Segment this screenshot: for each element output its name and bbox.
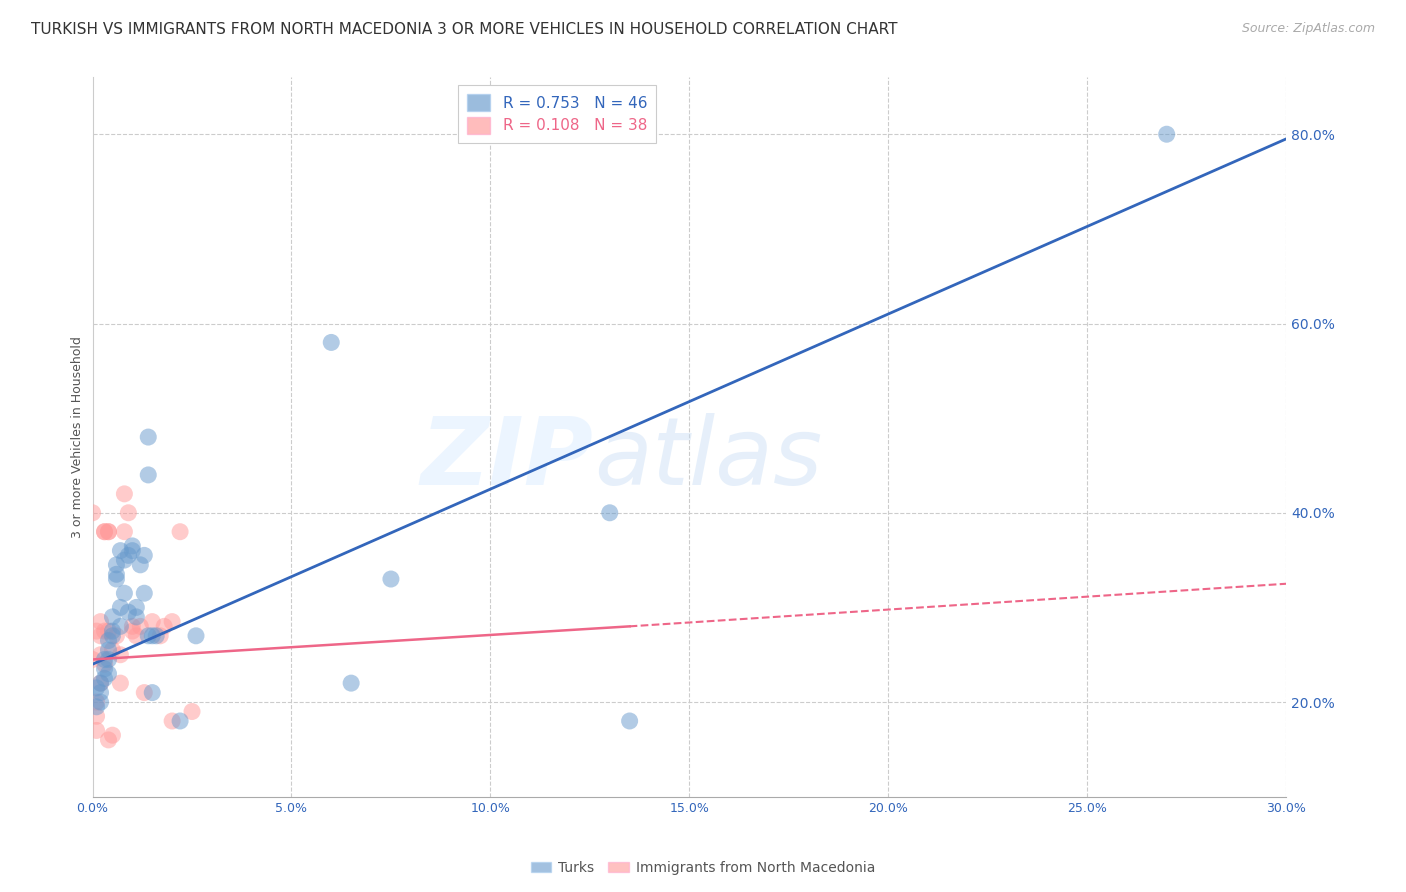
Point [169,714,191,728]
Point [90,676,112,690]
Point [121,619,143,633]
Point [90,695,112,709]
Point [93,524,115,539]
Point [121,539,143,553]
Point [112,487,135,501]
Point [90,685,112,699]
Point [97,643,120,657]
Point [112,524,135,539]
Point [110,619,132,633]
Point [136,467,159,482]
Point [1156,127,1178,141]
Point [110,543,132,558]
Point [136,430,159,444]
Point [86,723,108,738]
Point [97,524,120,539]
Point [97,652,120,666]
Point [141,629,163,643]
Point [93,652,115,666]
Point [101,610,124,624]
Point [380,572,402,586]
Legend: Turks, Immigrants from North Macedonia: Turks, Immigrants from North Macedonia [524,855,882,880]
Point [129,619,152,633]
Point [181,705,204,719]
Point [125,600,148,615]
Point [82,506,104,520]
Point [97,524,120,539]
Point [97,733,120,747]
Point [105,629,128,643]
Point [599,506,621,520]
Point [153,619,176,633]
Point [105,567,128,582]
Point [86,624,108,638]
Point [169,524,191,539]
Point [93,657,115,672]
Point [97,666,120,681]
Text: ZIP: ZIP [420,413,593,505]
Point [121,543,143,558]
Point [93,672,115,686]
Point [101,624,124,638]
Point [125,629,148,643]
Point [160,615,183,629]
Point [141,685,163,699]
Point [86,681,108,695]
Point [93,624,115,638]
Point [86,709,108,723]
Point [619,714,641,728]
Point [101,629,124,643]
Point [93,524,115,539]
Y-axis label: 3 or more Vehicles in Household: 3 or more Vehicles in Household [72,336,84,538]
Point [129,558,152,572]
Legend: R = 0.753   N = 46, R = 0.108   N = 38: R = 0.753 N = 46, R = 0.108 N = 38 [458,85,657,143]
Point [90,615,112,629]
Point [117,506,139,520]
Point [90,676,112,690]
Point [340,676,363,690]
Point [101,643,124,657]
Point [117,605,139,619]
Point [93,662,115,676]
Point [112,553,135,567]
Point [160,714,183,728]
Point [134,549,156,563]
Point [136,629,159,643]
Point [82,652,104,666]
Text: TURKISH VS IMMIGRANTS FROM NORTH MACEDONIA 3 OR MORE VEHICLES IN HOUSEHOLD CORRE: TURKISH VS IMMIGRANTS FROM NORTH MACEDON… [31,22,897,37]
Point [184,629,207,643]
Point [97,633,120,648]
Point [105,572,128,586]
Point [145,629,167,643]
Text: Source: ZipAtlas.com: Source: ZipAtlas.com [1241,22,1375,36]
Point [86,695,108,709]
Point [112,586,135,600]
Point [86,699,108,714]
Point [125,610,148,624]
Point [110,676,132,690]
Point [105,558,128,572]
Point [321,335,343,350]
Point [110,600,132,615]
Point [134,685,156,699]
Point [101,728,124,742]
Point [141,615,163,629]
Point [110,648,132,662]
Point [149,629,172,643]
Point [121,624,143,638]
Text: atlas: atlas [593,413,823,504]
Point [134,586,156,600]
Point [117,549,139,563]
Point [90,629,112,643]
Point [90,648,112,662]
Point [97,624,120,638]
